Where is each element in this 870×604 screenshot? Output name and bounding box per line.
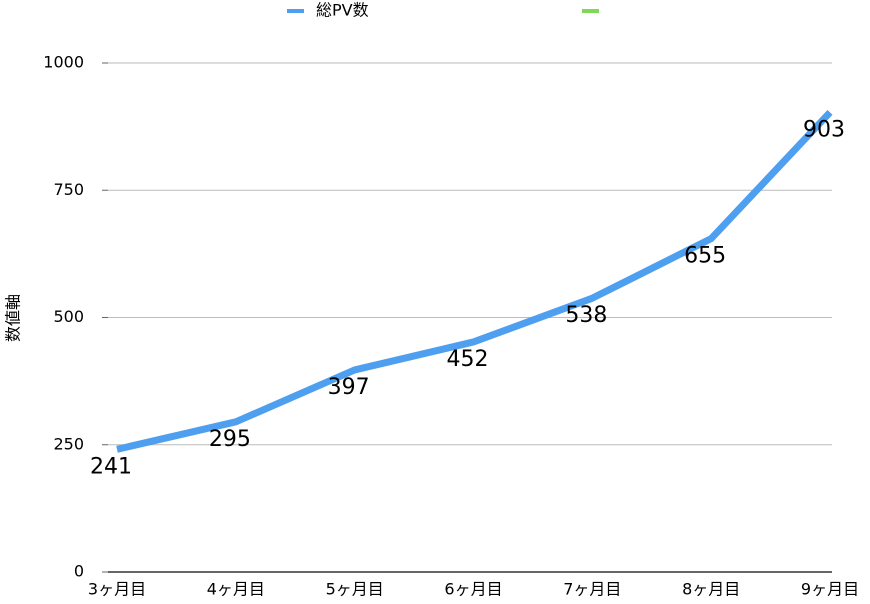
x-tick-label: 4ヶ月目 bbox=[207, 580, 265, 599]
x-tick-label: 8ヶ月目 bbox=[682, 580, 740, 599]
data-label: 538 bbox=[565, 303, 607, 328]
data-label: 903 bbox=[803, 117, 845, 142]
y-tick-label: 0 bbox=[74, 562, 84, 581]
data-label: 295 bbox=[209, 427, 251, 452]
x-tick-label: 7ヶ月目 bbox=[563, 580, 621, 599]
legend-label: 総PV数 bbox=[316, 1, 369, 20]
data-label: 241 bbox=[90, 454, 132, 479]
x-tick-label: 9ヶ月目 bbox=[801, 580, 859, 599]
data-label: 397 bbox=[328, 375, 370, 400]
y-axis-title: 数値軸 bbox=[4, 294, 23, 342]
x-tick-label: 3ヶ月目 bbox=[88, 580, 146, 599]
data-label: 452 bbox=[447, 347, 489, 372]
y-tick-label: 1000 bbox=[43, 53, 84, 72]
y-tick-label: 250 bbox=[53, 434, 84, 453]
y-tick-label: 750 bbox=[53, 180, 84, 199]
series-line bbox=[116, 109, 833, 453]
data-label: 655 bbox=[684, 244, 726, 269]
x-tick-label: 5ヶ月目 bbox=[326, 580, 384, 599]
y-tick-label: 500 bbox=[53, 307, 84, 326]
x-tick-label: 6ヶ月目 bbox=[444, 580, 502, 599]
